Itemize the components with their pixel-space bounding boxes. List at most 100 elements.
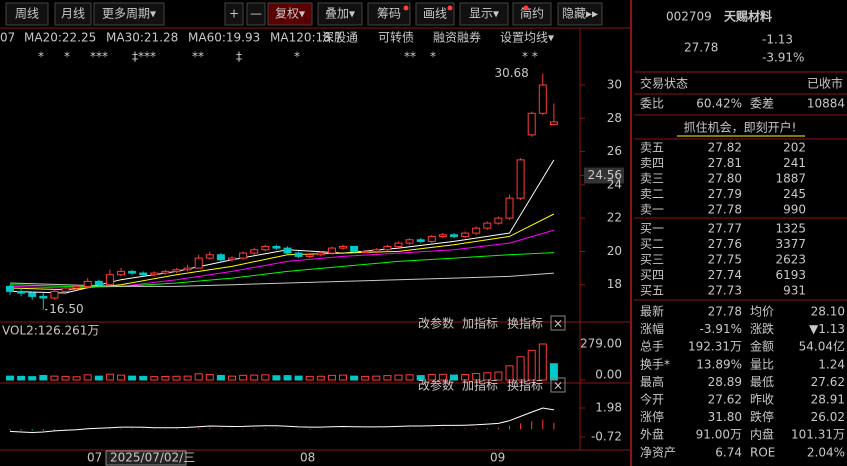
- bid-ratio-value: 60.42%: [696, 97, 742, 111]
- toolbar-label[interactable]: +: [229, 7, 239, 21]
- chart-link[interactable]: 融资融券: [433, 30, 481, 45]
- candle-body: [516, 159, 525, 199]
- volume-bar: [261, 374, 270, 381]
- date-box: [105, 450, 187, 466]
- stat-value: 28.91: [811, 393, 845, 407]
- toolbar-button[interactable]: [224, 2, 244, 26]
- stat-label: 涨停: [640, 409, 664, 424]
- toolbar-button[interactable]: [367, 2, 411, 26]
- toolbar-label[interactable]: 隐藏▸▸: [562, 7, 598, 21]
- candle-body: [261, 245, 270, 251]
- order-price: 27.74: [708, 268, 742, 282]
- panel-button[interactable]: 加指标: [462, 378, 498, 393]
- close-box: [550, 315, 566, 331]
- order-label: 卖四: [640, 156, 664, 170]
- close-box: [550, 377, 566, 393]
- volume-bar: [494, 371, 503, 381]
- volume-bar: [305, 375, 314, 381]
- stat-label: 今开: [640, 392, 664, 407]
- stat-label: 金额: [750, 339, 774, 354]
- toolbar-label[interactable]: 月线: [61, 7, 85, 21]
- volume-bar: [50, 375, 59, 381]
- ma-label: MA60:19.93: [188, 31, 260, 45]
- stat-label: 内盘: [750, 427, 774, 442]
- stat-value: 2.04%: [807, 445, 845, 459]
- stat-value: 27.62: [708, 393, 742, 407]
- date-label: 2025/07/02/三: [110, 451, 195, 465]
- toolbar-button[interactable]: [5, 2, 49, 26]
- volume-tick-label: 0.00: [595, 368, 622, 382]
- order-volume: 2623: [775, 253, 806, 267]
- toolbar-button[interactable]: [267, 2, 313, 26]
- toolbar-button[interactable]: [512, 2, 552, 26]
- macd-tick-label: -0.72: [591, 430, 622, 444]
- order-label: 卖五: [640, 141, 664, 155]
- stat-value: 27.62: [811, 375, 845, 389]
- candle-body: [472, 227, 481, 234]
- volume-bar: [239, 374, 248, 381]
- order-volume: 3377: [775, 237, 806, 251]
- chart-link[interactable]: 设置均线▾: [500, 31, 554, 45]
- toolbar-button[interactable]: [246, 2, 266, 26]
- candle-body: [327, 247, 336, 254]
- panel-button[interactable]: 加指标: [462, 316, 498, 331]
- volume-bar: [450, 374, 458, 381]
- change: -1.13: [762, 33, 793, 47]
- volume-bar: [150, 376, 159, 381]
- order-price: 27.79: [708, 187, 742, 201]
- candle-body: [39, 295, 48, 299]
- price-tick-label: 26: [607, 144, 622, 158]
- candle-body: [549, 121, 558, 126]
- order-price: 27.82: [708, 141, 742, 155]
- alert-dot: [523, 5, 529, 11]
- volume-bar: [505, 365, 514, 381]
- volume-bar: [172, 375, 181, 381]
- toolbar-button[interactable]: [317, 2, 363, 26]
- volume-bar: [405, 374, 414, 381]
- candle-body: [383, 245, 392, 251]
- candle-body: [128, 270, 137, 274]
- candle-body: [17, 290, 26, 294]
- toolbar-label[interactable]: 显示▾: [469, 7, 499, 21]
- panel-button[interactable]: ×: [553, 379, 563, 393]
- toolbar-label[interactable]: —: [250, 7, 262, 21]
- ma-line: [9, 159, 555, 294]
- panel-button[interactable]: 改参数: [418, 316, 454, 331]
- dif-line: [9, 407, 554, 434]
- volume-bar: [6, 375, 14, 381]
- date-label: 08: [300, 451, 315, 465]
- event-marker: **: [404, 50, 416, 64]
- candle-body: [416, 239, 425, 242]
- toolbar-button[interactable]: [54, 2, 92, 26]
- volume-bar: [216, 374, 225, 381]
- toolbar-label[interactable]: 画线: [423, 7, 447, 21]
- stat-label: 外盘: [640, 427, 664, 442]
- promo-link[interactable]: 抓住机会，即刻开户!: [684, 120, 797, 135]
- alert-dot: [403, 5, 409, 11]
- toolbar-label[interactable]: 周线: [15, 7, 39, 21]
- stat-value: 28.10: [811, 305, 845, 319]
- stat-label: 跌停: [750, 409, 774, 424]
- toolbar-button[interactable]: [459, 2, 509, 26]
- panel-button[interactable]: 换指标: [507, 316, 543, 331]
- toolbar-label[interactable]: 叠加▾: [325, 7, 355, 21]
- chart-link[interactable]: 可转债: [378, 30, 414, 45]
- volume-bar: [17, 375, 26, 381]
- chart-link[interactable]: 深股通: [322, 31, 358, 45]
- candle-body: [372, 249, 381, 252]
- panel-button[interactable]: ×: [553, 317, 563, 331]
- toolbar-button[interactable]: [93, 2, 165, 26]
- volume-bar: [316, 375, 325, 381]
- toolbar-label[interactable]: 更多周期▾: [102, 7, 156, 21]
- toolbar-button[interactable]: [415, 2, 455, 26]
- stat-value: 91.00万: [696, 428, 742, 442]
- toolbar-label[interactable]: 筹码: [377, 7, 401, 21]
- panel-button[interactable]: 换指标: [507, 378, 543, 393]
- toolbar-button[interactable]: [557, 2, 603, 26]
- panel-button[interactable]: 改参数: [418, 378, 454, 393]
- price-tick-label: 22: [607, 211, 622, 225]
- ma-label: MA120:18.7: [270, 31, 342, 45]
- toolbar-label[interactable]: 复权▾: [275, 7, 305, 21]
- candle-body: [28, 292, 37, 297]
- order-label: 卖一: [640, 203, 664, 217]
